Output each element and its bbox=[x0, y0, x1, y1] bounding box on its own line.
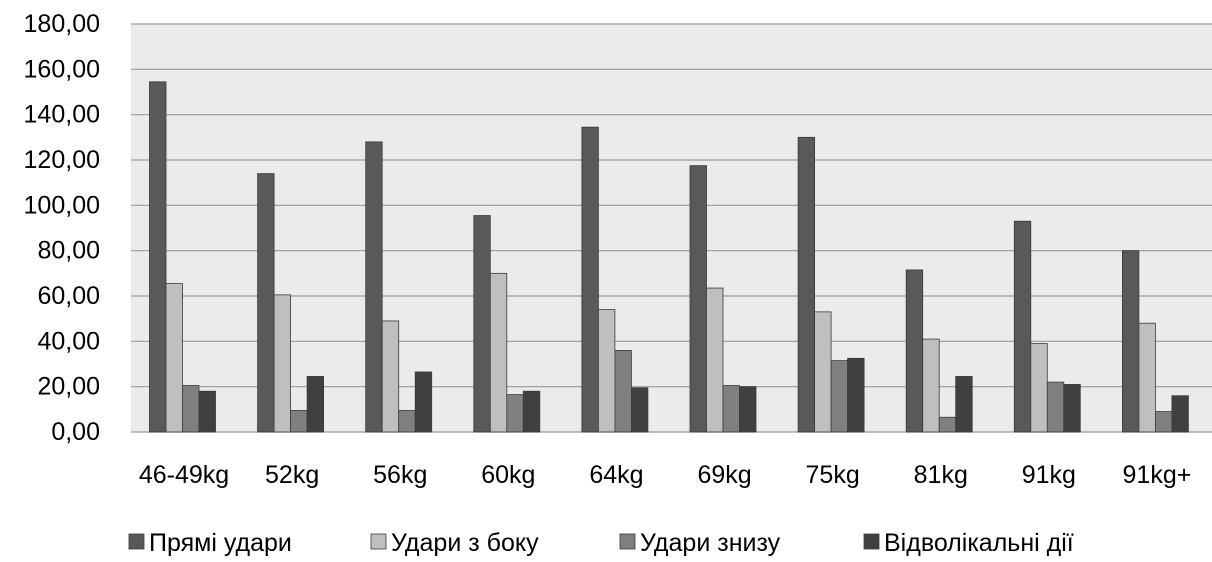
y-tick-label: 20,00 bbox=[37, 373, 100, 401]
legend-swatch bbox=[619, 533, 636, 550]
legend-label: Удари знизу bbox=[640, 529, 781, 557]
legend-item: Удари знизу bbox=[619, 529, 781, 557]
bar bbox=[1063, 383, 1081, 433]
y-tick-label: 80,00 bbox=[37, 237, 100, 265]
bar bbox=[938, 416, 957, 433]
y-tick-label: 180,00 bbox=[24, 10, 100, 38]
legend-label: Відволікальні дії bbox=[884, 529, 1074, 557]
legend-swatch bbox=[128, 533, 145, 550]
bar bbox=[706, 287, 724, 433]
y-tick-label: 120,00 bbox=[24, 146, 100, 174]
bar bbox=[182, 385, 200, 433]
bar bbox=[198, 390, 216, 433]
bar bbox=[522, 390, 541, 433]
legend-item: Відволікальні дії bbox=[863, 529, 1074, 557]
bar bbox=[506, 394, 524, 433]
bar bbox=[1030, 343, 1048, 433]
bar bbox=[1013, 220, 1032, 433]
bar bbox=[489, 272, 508, 433]
x-tick-label: 81kg bbox=[914, 461, 968, 489]
x-tick-label: 52kg bbox=[265, 461, 319, 489]
legend-item: Прямі удари bbox=[128, 529, 292, 557]
x-tick-label: 69kg bbox=[697, 461, 751, 489]
bar bbox=[149, 81, 167, 433]
bar bbox=[290, 410, 308, 433]
bar bbox=[722, 385, 740, 433]
bar bbox=[581, 126, 599, 433]
bar bbox=[165, 283, 183, 433]
bar bbox=[598, 309, 616, 433]
legend-label: Удари з боку bbox=[391, 529, 539, 557]
legend-label: Прямі удари bbox=[149, 529, 292, 557]
bar bbox=[398, 410, 416, 433]
x-tick-label: 91kg bbox=[1022, 461, 1076, 489]
bar bbox=[257, 173, 275, 433]
bar bbox=[689, 165, 707, 433]
x-tick-label: 91kg+ bbox=[1123, 461, 1192, 489]
plot-background bbox=[131, 24, 1212, 432]
bar bbox=[1138, 322, 1156, 433]
legend-swatch bbox=[370, 533, 387, 550]
bar bbox=[273, 294, 292, 433]
bar bbox=[473, 215, 491, 433]
bar bbox=[614, 349, 632, 433]
bar bbox=[1122, 250, 1140, 433]
legend: Прямі удари Удари з боку Удари знизу Відвол… bbox=[128, 529, 1074, 557]
y-tick-label: 100,00 bbox=[24, 191, 100, 219]
x-tick-label: 46-49kg bbox=[139, 461, 229, 489]
y-tick-label: 60,00 bbox=[37, 282, 100, 310]
legend-swatch bbox=[863, 533, 880, 550]
y-tick-label: 160,00 bbox=[24, 55, 100, 83]
x-axis-tick-labels: 46-49kg 52kg 56kg 60kg 64kg 69kg 75kg 81kg 91kg 9… bbox=[139, 461, 1191, 489]
bar bbox=[365, 141, 383, 433]
y-tick-label: 40,00 bbox=[37, 327, 100, 355]
x-tick-label: 56kg bbox=[373, 461, 427, 489]
legend-item: Удари з боку bbox=[370, 529, 539, 557]
bar bbox=[905, 269, 924, 433]
bar bbox=[306, 376, 325, 433]
bar bbox=[847, 357, 865, 433]
bar bbox=[1171, 395, 1189, 433]
y-tick-label: 0,00 bbox=[51, 418, 100, 446]
bar bbox=[1155, 411, 1173, 433]
bar bbox=[381, 320, 400, 433]
bars bbox=[149, 81, 1189, 433]
bar bbox=[631, 387, 649, 433]
plot-area bbox=[131, 24, 1212, 432]
bar bbox=[1046, 381, 1065, 433]
bar bbox=[814, 311, 832, 433]
y-axis-tick-labels: 0,00 20,00 40,00 60,00 80,00 100,00 120,00 140,… bbox=[24, 10, 100, 446]
bar bbox=[797, 136, 815, 433]
y-tick-label: 140,00 bbox=[24, 101, 100, 129]
x-tick-label: 64kg bbox=[589, 461, 643, 489]
x-tick-label: 75kg bbox=[806, 461, 860, 489]
bar bbox=[739, 386, 757, 433]
bar bbox=[955, 376, 973, 433]
bar bbox=[414, 371, 433, 433]
bar bbox=[830, 360, 848, 433]
x-tick-label: 60kg bbox=[481, 461, 535, 489]
bar bbox=[922, 338, 940, 433]
